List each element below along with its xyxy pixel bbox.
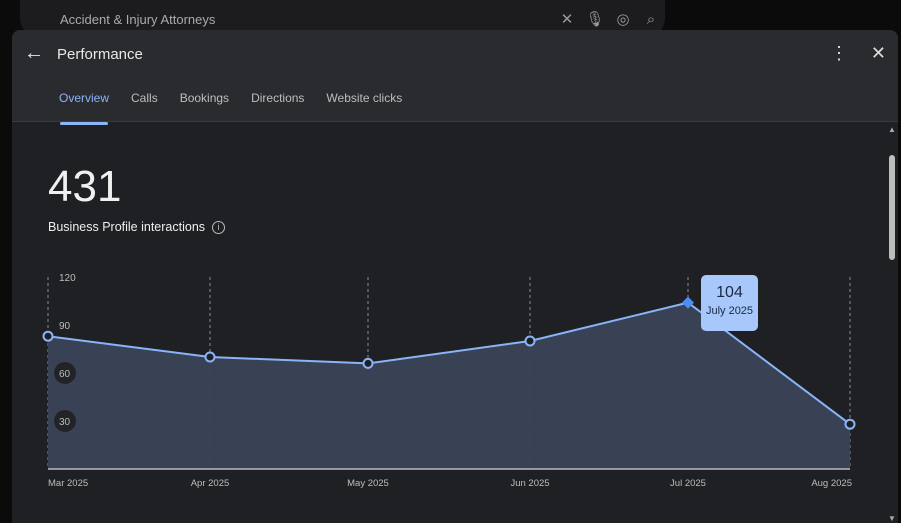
tab-website-clicks[interactable]: Website clicks	[326, 91, 403, 105]
tab-directions[interactable]: Directions	[251, 91, 305, 105]
back-arrow-icon[interactable]: ←	[24, 42, 44, 64]
interactions-chart: 30 60 90 120 Mar 2025 Apr 2025 May 2025 Jun 202…	[42, 273, 856, 489]
x-tick-label: Apr 2025	[191, 478, 230, 489]
interactions-label-text: Business Profile interactions	[48, 220, 206, 234]
interactions-label: Business Profile interactions i	[48, 220, 226, 234]
search-query[interactable]: Accident & Injury Attorneys	[60, 11, 216, 27]
page-title: Performance	[57, 46, 143, 63]
y-tick-label: 60	[59, 369, 71, 380]
dialog-header: ← Performance ⋮ ✕ Overview Calls Booking…	[12, 30, 898, 125]
chart-tooltip: 104 July 2025	[701, 275, 758, 331]
tab-bar: Overview Calls Bookings Directions Websi…	[48, 91, 413, 125]
area-fill	[48, 302, 850, 469]
x-tick-label: Jun 2025	[510, 478, 549, 489]
scroll-down-icon[interactable]: ▼	[888, 514, 896, 523]
tab-bookings[interactable]: Bookings	[179, 91, 230, 105]
y-tick-label: 90	[59, 321, 71, 332]
y-tick-bg	[54, 362, 76, 384]
x-tick-label: Aug 2025	[811, 478, 852, 489]
mic-icon[interactable]: 🎙	[585, 11, 605, 28]
x-tick-label: Mar 2025	[48, 478, 88, 489]
x-tick-label: Jul 2025	[670, 478, 706, 489]
lens-icon[interactable]: ◎	[616, 11, 630, 28]
close-icon[interactable]: ✕	[870, 43, 886, 63]
more-options-icon[interactable]: ⋮	[830, 43, 848, 63]
performance-dialog: ← Performance ⋮ ✕ Overview Calls Booking…	[12, 30, 898, 523]
data-point-highlighted	[682, 296, 694, 309]
x-tick-label: May 2025	[347, 478, 389, 489]
scrollbar-thumb[interactable]	[889, 155, 895, 260]
data-point	[844, 418, 856, 430]
data-point	[524, 335, 536, 347]
search-icon[interactable]: ⌕	[646, 10, 656, 28]
tooltip-value: 104	[716, 284, 743, 301]
tab-overview[interactable]: Overview	[48, 91, 120, 125]
total-interactions: 431	[48, 162, 122, 211]
y-tick-label: 30	[59, 417, 71, 428]
scroll-up-icon[interactable]: ▲	[888, 125, 896, 134]
y-tick-bg	[54, 410, 76, 432]
y-tick-label: 120	[59, 273, 76, 284]
data-point	[204, 351, 216, 363]
scrollbar[interactable]: ▲ ▼	[888, 125, 896, 523]
data-point	[42, 330, 54, 342]
tab-calls[interactable]: Calls	[131, 91, 158, 105]
clear-icon[interactable]: ✕	[560, 11, 574, 28]
data-point	[362, 357, 374, 369]
tooltip-date: July 2025	[705, 305, 754, 317]
info-icon[interactable]: i	[212, 220, 226, 234]
